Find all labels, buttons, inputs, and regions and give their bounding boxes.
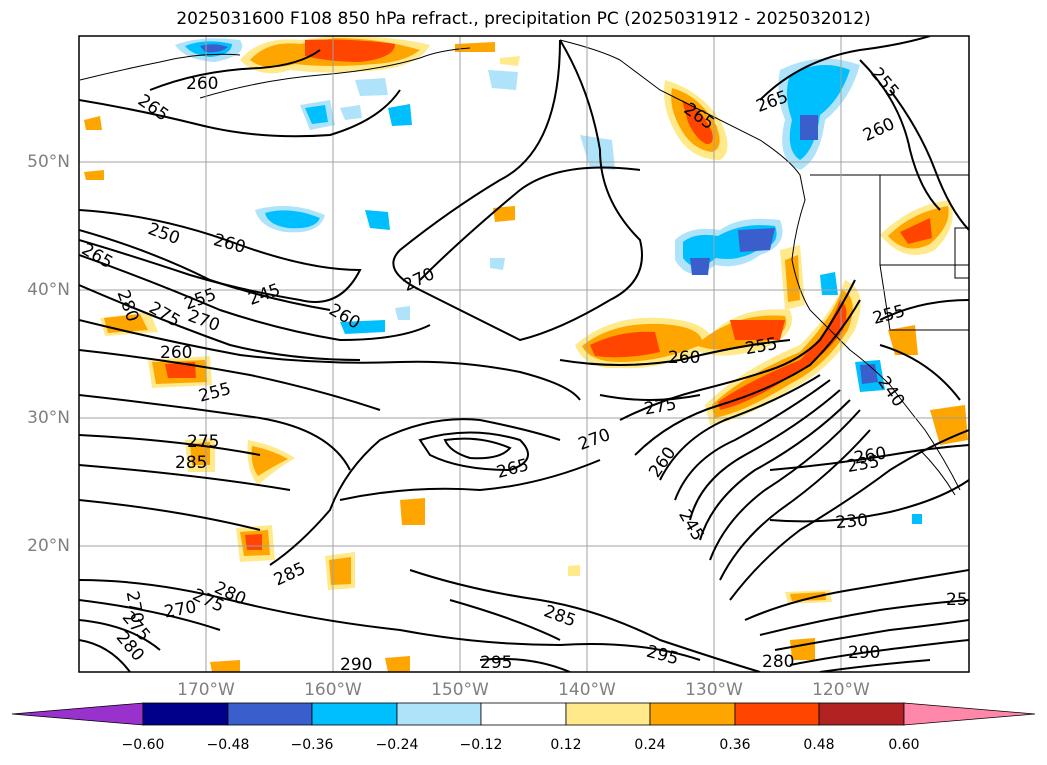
colorbar-tick: −0.36 bbox=[290, 737, 334, 753]
precip-negative-area bbox=[738, 228, 775, 252]
lat-label: 40°N bbox=[27, 280, 70, 300]
precip-negative-area bbox=[690, 258, 710, 275]
map-title: 2025031600 F108 850 hPa refract., precip… bbox=[176, 9, 871, 29]
contour-label: 295 bbox=[480, 653, 512, 673]
precip-positive-area bbox=[900, 218, 932, 244]
contour-label: 260 bbox=[186, 74, 218, 94]
colorbar-swatch bbox=[818, 702, 905, 726]
precip-positive-area bbox=[730, 320, 785, 340]
lon-label: 120°W bbox=[812, 680, 870, 700]
precip-positive-area bbox=[888, 325, 918, 355]
colorbar-tick: −0.48 bbox=[206, 737, 250, 753]
lat-label: 30°N bbox=[27, 408, 70, 428]
precip-negative-area bbox=[265, 210, 320, 229]
precip-negative-area bbox=[305, 105, 328, 124]
contour-label: 260 bbox=[668, 348, 700, 368]
precip-positive-area bbox=[245, 534, 262, 550]
contour-label: 290 bbox=[340, 655, 372, 675]
precip-negative-area bbox=[340, 105, 362, 120]
precip-positive-area bbox=[493, 206, 515, 222]
precip-negative-area bbox=[365, 210, 390, 230]
colorbar-tick: 0.48 bbox=[803, 737, 835, 753]
precip-positive-area bbox=[590, 331, 660, 358]
precip-negative-area bbox=[340, 320, 385, 334]
precip-positive-area bbox=[84, 116, 102, 130]
contour-label: 255 bbox=[946, 590, 978, 610]
precip-negative-area bbox=[355, 78, 388, 96]
precip-positive-area bbox=[251, 446, 288, 476]
precip-fills bbox=[84, 36, 968, 672]
precip-positive-area bbox=[400, 498, 425, 525]
colorbar-swatch bbox=[142, 702, 229, 726]
precip-positive-area bbox=[190, 442, 210, 465]
precip-positive-area bbox=[455, 42, 495, 52]
contour-label: 260 bbox=[160, 343, 192, 363]
lon-label: 140°W bbox=[558, 680, 616, 700]
colorbar-tick: 0.36 bbox=[719, 737, 751, 753]
contour-label: 275 bbox=[187, 432, 219, 452]
lon-label: 170°W bbox=[177, 680, 235, 700]
colorbar-tick: −0.60 bbox=[121, 737, 165, 753]
refractivity-contours bbox=[79, 36, 969, 672]
precip-negative-area bbox=[488, 70, 518, 90]
colorbar-swatch bbox=[649, 702, 736, 726]
lat-label: 50°N bbox=[27, 152, 70, 172]
precip-positive-area bbox=[568, 565, 580, 576]
precip-negative-area bbox=[912, 514, 922, 524]
colorbar-swatch bbox=[734, 702, 820, 726]
precip-negative-area bbox=[860, 364, 878, 384]
precip-positive-area bbox=[385, 656, 410, 672]
colorbar-extend-min bbox=[11, 702, 144, 726]
lat-lon-grid bbox=[79, 36, 969, 672]
colorbar-tick: −0.24 bbox=[375, 737, 419, 753]
precip-negative-area bbox=[580, 135, 615, 170]
contour-label: 280 bbox=[762, 652, 794, 672]
precip-positive-area bbox=[165, 362, 196, 378]
contour-labels: 260 265 265 250 260 245 265 255 275 270 … bbox=[79, 64, 978, 675]
precip-negative-area bbox=[490, 258, 505, 270]
contour-label: 290 bbox=[848, 643, 880, 663]
colorbar-tick: 0.60 bbox=[888, 737, 920, 753]
coastlines bbox=[79, 39, 969, 496]
colorbar-swatch bbox=[311, 702, 398, 726]
precip-negative-area bbox=[800, 115, 818, 140]
precip-positive-area bbox=[500, 56, 520, 66]
lon-label: 150°W bbox=[431, 680, 489, 700]
colorbar-tick: 0.24 bbox=[634, 737, 666, 753]
colorbar-extend-max bbox=[903, 702, 1036, 726]
colorbar-swatch bbox=[565, 702, 651, 726]
precip-negative-area bbox=[200, 44, 228, 53]
precip-positive-area bbox=[210, 660, 240, 672]
precip-positive-area bbox=[682, 100, 713, 145]
precip-positive-area bbox=[790, 592, 826, 601]
contour-label: 230 bbox=[835, 510, 869, 533]
map-frame bbox=[78, 35, 970, 673]
colorbar bbox=[11, 702, 1036, 726]
precip-negative-area bbox=[820, 272, 838, 295]
colorbar-tick: 0.12 bbox=[550, 737, 582, 753]
colorbar-tick: −0.12 bbox=[459, 737, 503, 753]
contour-label: 285 bbox=[175, 453, 207, 473]
colorbar-swatch bbox=[480, 702, 567, 726]
colorbar-swatch bbox=[396, 702, 482, 726]
lon-label: 160°W bbox=[304, 680, 362, 700]
colorbar-swatch bbox=[227, 702, 313, 726]
lat-label: 20°N bbox=[27, 536, 70, 556]
precip-positive-area bbox=[305, 39, 395, 62]
precip-negative-area bbox=[395, 306, 410, 320]
precip-positive-area bbox=[84, 170, 104, 180]
lon-label: 130°W bbox=[685, 680, 743, 700]
precip-negative-area bbox=[388, 104, 412, 126]
precip-positive-area bbox=[329, 557, 351, 585]
